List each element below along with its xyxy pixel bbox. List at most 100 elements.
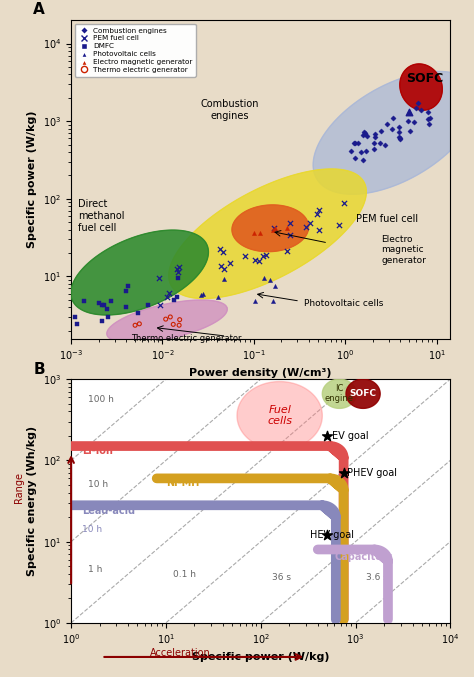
Text: SOFC: SOFC — [350, 389, 376, 398]
Point — [270, 295, 277, 306]
Point — [250, 227, 257, 238]
Point — [131, 320, 139, 330]
Point — [286, 230, 294, 240]
Point — [175, 320, 183, 330]
Point — [412, 103, 420, 114]
Point — [354, 137, 362, 148]
Text: Electro
magnetic
generator: Electro magnetic generator — [382, 235, 427, 265]
Point — [175, 262, 183, 273]
Point — [260, 273, 268, 284]
Point — [155, 273, 163, 284]
Point — [315, 224, 323, 235]
Point — [410, 116, 418, 127]
Point — [425, 118, 433, 129]
Point — [241, 250, 249, 261]
Point — [424, 107, 432, 118]
Point — [145, 300, 152, 311]
Point — [370, 138, 378, 149]
Point — [371, 129, 379, 139]
Text: HEV goal: HEV goal — [310, 530, 354, 540]
Point — [388, 124, 396, 135]
Point — [376, 138, 384, 149]
Text: Thermo electric generator: Thermo electric generator — [131, 334, 241, 343]
Point — [395, 121, 403, 132]
Point — [170, 319, 177, 330]
Polygon shape — [169, 169, 366, 299]
Point — [122, 286, 130, 297]
Point — [371, 131, 379, 142]
Text: Photovoltaic cells: Photovoltaic cells — [303, 299, 383, 308]
Point — [283, 222, 291, 233]
Point — [395, 131, 402, 142]
Point — [251, 296, 259, 307]
Point — [174, 267, 182, 278]
Polygon shape — [400, 64, 442, 110]
Point — [163, 292, 171, 303]
Text: 3.6 s: 3.6 s — [366, 573, 388, 582]
Point — [323, 431, 331, 441]
Point — [270, 225, 277, 236]
Text: 100 h: 100 h — [88, 395, 114, 403]
Text: B: B — [33, 362, 45, 376]
Point — [359, 130, 366, 141]
Text: IC
engine: IC engine — [325, 384, 354, 403]
Text: Capacitors: Capacitors — [335, 552, 393, 562]
Point — [95, 298, 102, 309]
Point — [173, 264, 180, 275]
Point — [174, 273, 182, 284]
Point — [283, 246, 291, 257]
Point — [303, 222, 310, 233]
Point — [357, 147, 365, 158]
Point — [165, 288, 173, 299]
Point — [417, 104, 425, 115]
Legend: Combustion engines, PEM fuel cell, DMFC, Photovoltaic cells, Electro magnetic ge: Combustion engines, PEM fuel cell, DMFC,… — [75, 24, 196, 77]
Point — [103, 303, 110, 314]
Point — [176, 314, 183, 325]
Point — [405, 107, 413, 118]
Point — [271, 280, 279, 291]
Text: Li-ion: Li-ion — [82, 446, 113, 456]
Point — [216, 244, 224, 255]
Y-axis label: Specific energy (Wh/kg): Specific energy (Wh/kg) — [27, 426, 37, 576]
Point — [359, 154, 366, 165]
Point — [382, 140, 389, 151]
Point — [414, 97, 422, 108]
Point — [266, 274, 273, 285]
Point — [351, 152, 358, 163]
Point — [340, 468, 347, 479]
Point — [323, 529, 331, 540]
Polygon shape — [71, 230, 209, 315]
Text: PHEV goal: PHEV goal — [347, 468, 397, 478]
Point — [124, 280, 132, 291]
Point — [256, 227, 264, 238]
Point — [395, 126, 403, 137]
Point — [122, 302, 129, 313]
Point — [200, 288, 207, 299]
Point — [255, 256, 263, 267]
Text: SOFC: SOFC — [407, 72, 444, 85]
Point — [396, 133, 404, 144]
X-axis label: Power density (W/cm³): Power density (W/cm³) — [190, 368, 332, 378]
Point — [156, 300, 164, 311]
Point — [286, 217, 294, 228]
Point — [377, 126, 384, 137]
Point — [426, 113, 433, 124]
X-axis label: Specific power (W/kg): Specific power (W/kg) — [192, 652, 329, 662]
Point — [360, 127, 368, 137]
Point — [315, 204, 323, 215]
Text: 36 s: 36 s — [272, 573, 291, 582]
Polygon shape — [237, 382, 322, 450]
Point — [306, 217, 314, 228]
Point — [81, 296, 88, 307]
Polygon shape — [107, 300, 228, 343]
Point — [251, 255, 258, 266]
Point — [383, 118, 391, 129]
Point — [270, 223, 278, 234]
Point — [220, 273, 228, 284]
Polygon shape — [313, 71, 474, 194]
Point — [171, 295, 178, 306]
Polygon shape — [322, 379, 356, 408]
Point — [335, 219, 342, 230]
Text: 0.1 h: 0.1 h — [173, 569, 196, 579]
Text: 10 h: 10 h — [88, 479, 108, 489]
